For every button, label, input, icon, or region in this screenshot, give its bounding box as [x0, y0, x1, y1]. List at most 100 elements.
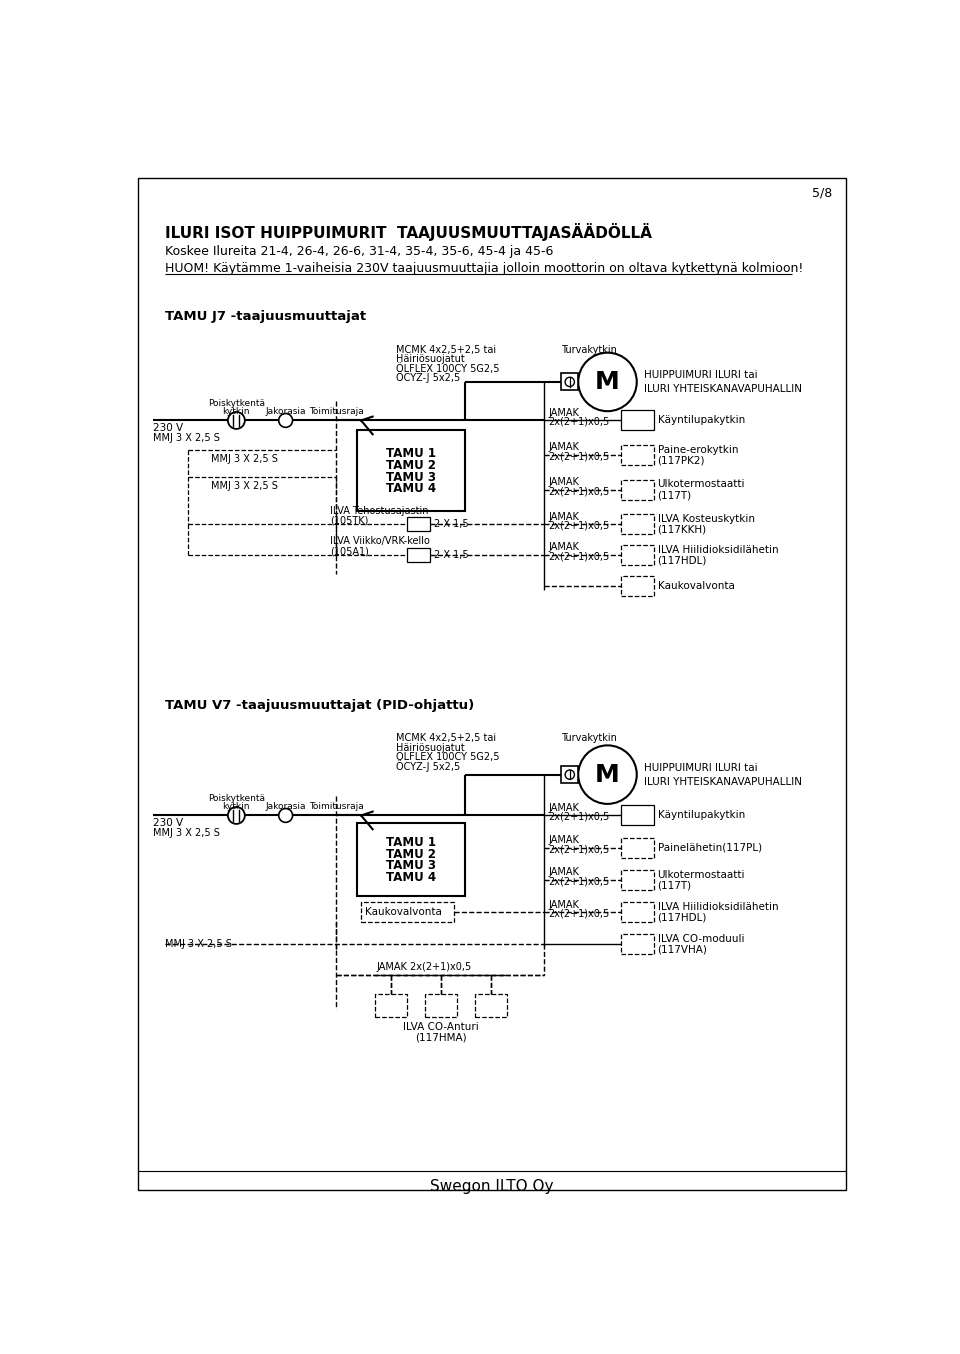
- Text: Käyntilupakytkin: Käyntilupakytkin: [658, 416, 745, 425]
- Text: JAMAK: JAMAK: [548, 512, 579, 521]
- Text: Turvakytkin: Turvakytkin: [562, 734, 617, 743]
- Text: JAMAK: JAMAK: [548, 543, 579, 552]
- Text: 2x(2+1)x0,5: 2x(2+1)x0,5: [548, 417, 610, 427]
- Text: HUIPPUIMURI ILURI tai: HUIPPUIMURI ILURI tai: [644, 370, 758, 380]
- Text: 2 X 1,5: 2 X 1,5: [434, 520, 468, 529]
- Circle shape: [228, 807, 245, 825]
- Text: (117VHA): (117VHA): [658, 945, 708, 955]
- Bar: [475, 994, 508, 1017]
- Text: kytkin: kytkin: [223, 803, 251, 811]
- Text: ILVA Hiilidioksidilähetin: ILVA Hiilidioksidilähetin: [658, 902, 779, 913]
- Text: JAMAK: JAMAK: [548, 803, 579, 812]
- Text: JAMAK: JAMAK: [548, 835, 579, 845]
- Text: TAMU 4: TAMU 4: [386, 871, 436, 884]
- Text: Ulkotermostaatti: Ulkotermostaatti: [658, 869, 745, 880]
- Text: 2x(2+1)x0,5: 2x(2+1)x0,5: [548, 876, 610, 887]
- Text: Jakorasia: Jakorasia: [265, 803, 306, 811]
- Text: (117HDL): (117HDL): [658, 913, 707, 923]
- Text: Kaukovalvonta: Kaukovalvonta: [658, 581, 734, 590]
- Text: (105A1): (105A1): [330, 546, 370, 556]
- Bar: [621, 934, 654, 955]
- Text: JAMAK: JAMAK: [548, 443, 579, 452]
- Text: MMJ 3 X 2,5 S: MMJ 3 X 2,5 S: [211, 481, 277, 492]
- Text: MCMK 4x2,5+2,5 tai: MCMK 4x2,5+2,5 tai: [396, 344, 496, 355]
- Bar: [361, 903, 453, 922]
- Bar: [621, 479, 654, 500]
- Text: TAMU 2: TAMU 2: [386, 459, 436, 473]
- Text: 5/8: 5/8: [811, 187, 831, 200]
- Bar: [621, 575, 654, 596]
- Circle shape: [578, 745, 636, 804]
- Text: 230 V: 230 V: [154, 424, 183, 433]
- Text: M: M: [595, 762, 620, 787]
- Text: Poiskytkentä: Poiskytkentä: [208, 399, 265, 408]
- Bar: [375, 994, 407, 1017]
- Text: (117KKH): (117KKH): [658, 525, 707, 535]
- Text: Käyntilupakytkin: Käyntilupakytkin: [658, 811, 745, 821]
- Text: 2x(2+1)x0,5: 2x(2+1)x0,5: [548, 845, 610, 854]
- Text: Häiriösuojatut: Häiriösuojatut: [396, 353, 465, 364]
- Text: (117PK2): (117PK2): [658, 455, 705, 466]
- Bar: [621, 806, 654, 826]
- Text: 2x(2+1)x0,5: 2x(2+1)x0,5: [548, 551, 610, 562]
- Text: ILURI YHTEISKANAVAPUHALLIN: ILURI YHTEISKANAVAPUHALLIN: [644, 385, 803, 394]
- Text: ÖCYZ-J 5x2,5: ÖCYZ-J 5x2,5: [396, 760, 460, 772]
- Bar: [621, 546, 654, 565]
- Text: ILVA Kosteuskytkin: ILVA Kosteuskytkin: [658, 515, 755, 524]
- Text: (117HDL): (117HDL): [658, 555, 707, 566]
- Text: Ulkotermostaatti: Ulkotermostaatti: [658, 479, 745, 489]
- Circle shape: [278, 808, 293, 822]
- Text: Turvakytkin: Turvakytkin: [562, 344, 617, 355]
- Bar: [621, 903, 654, 922]
- Text: kytkin: kytkin: [223, 408, 251, 417]
- Text: TAMU 4: TAMU 4: [386, 482, 436, 496]
- Bar: [621, 445, 654, 464]
- Text: JAMAK: JAMAK: [548, 408, 579, 418]
- Text: Toimitusraja: Toimitusraja: [309, 408, 364, 417]
- Text: ILVA Hiilidioksidilähetin: ILVA Hiilidioksidilähetin: [658, 544, 779, 555]
- Text: JAMAK 2x(2+1)x0,5: JAMAK 2x(2+1)x0,5: [376, 963, 471, 972]
- Text: 2x(2+1)x0,5: 2x(2+1)x0,5: [548, 812, 610, 822]
- Text: JAMAK: JAMAK: [548, 900, 579, 910]
- Text: Painelähetin(117PL): Painelähetin(117PL): [658, 842, 761, 853]
- Text: HUIPPUIMURI ILURI tai: HUIPPUIMURI ILURI tai: [644, 762, 758, 773]
- Text: Jakorasia: Jakorasia: [265, 408, 306, 417]
- Text: ILURI ISOT HUIPPUIMURIT  TAAJUUSMUUTTAJASÄÄDÖLLÄ: ILURI ISOT HUIPPUIMURIT TAAJUUSMUUTTAJAS…: [165, 223, 652, 241]
- Text: ÖLFLEX 100CY 5G2,5: ÖLFLEX 100CY 5G2,5: [396, 751, 499, 762]
- Text: MMJ 3 X 2,5 S: MMJ 3 X 2,5 S: [154, 829, 220, 838]
- Text: TAMU 3: TAMU 3: [386, 471, 436, 483]
- Text: MMJ 3 X 2,5 S: MMJ 3 X 2,5 S: [211, 454, 277, 464]
- Text: ILVA Viikko/VRK-kello: ILVA Viikko/VRK-kello: [330, 536, 430, 546]
- Text: (105TK): (105TK): [330, 516, 369, 525]
- Text: ILVA Tehostusajastin: ILVA Tehostusajastin: [330, 505, 429, 516]
- Bar: [562, 766, 578, 783]
- Bar: [357, 823, 465, 896]
- Text: 230 V: 230 V: [154, 818, 183, 829]
- Bar: [407, 517, 430, 531]
- Circle shape: [228, 412, 245, 429]
- Bar: [407, 548, 430, 562]
- Text: ILURI YHTEISKANAVAPUHALLIN: ILURI YHTEISKANAVAPUHALLIN: [644, 777, 803, 787]
- Text: JAMAK: JAMAK: [548, 477, 579, 487]
- Text: (117T): (117T): [658, 490, 691, 500]
- Text: TAMU V7 -taajuusmuuttajat (PID-ohjattu): TAMU V7 -taajuusmuuttajat (PID-ohjattu): [165, 699, 474, 712]
- Text: TAMU J7 -taajuusmuuttajat: TAMU J7 -taajuusmuuttajat: [165, 310, 366, 324]
- Circle shape: [578, 352, 636, 412]
- Text: Koskee Ilureita 21-4, 26-4, 26-6, 31-4, 35-4, 35-6, 45-4 ja 45-6: Koskee Ilureita 21-4, 26-4, 26-6, 31-4, …: [165, 245, 553, 257]
- Text: (117T): (117T): [658, 880, 691, 891]
- Text: TAMU 3: TAMU 3: [386, 860, 436, 872]
- Text: M: M: [595, 370, 620, 394]
- Text: 2x(2+1)x0,5: 2x(2+1)x0,5: [548, 452, 610, 462]
- Text: ÖLFLEX 100CY 5G2,5: ÖLFLEX 100CY 5G2,5: [396, 363, 499, 374]
- Bar: [621, 410, 654, 431]
- Bar: [621, 871, 654, 890]
- Bar: [425, 994, 457, 1017]
- Text: MCMK 4x2,5+2,5 tai: MCMK 4x2,5+2,5 tai: [396, 734, 496, 743]
- Text: MMJ 3 X 2,5 S: MMJ 3 X 2,5 S: [154, 433, 220, 443]
- Text: Kaukovalvonta: Kaukovalvonta: [365, 907, 442, 918]
- Text: 2x(2+1)x0,5: 2x(2+1)x0,5: [548, 486, 610, 497]
- Bar: [621, 838, 654, 858]
- Text: Poiskytkentä: Poiskytkentä: [208, 793, 265, 803]
- Text: HUOM! Käytämme 1-vaiheisia 230V taajuusmuuttajia jolloin moottorin on oltava kyt: HUOM! Käytämme 1-vaiheisia 230V taajuusm…: [165, 263, 804, 275]
- Text: ILVA CO-moduuli: ILVA CO-moduuli: [658, 934, 744, 944]
